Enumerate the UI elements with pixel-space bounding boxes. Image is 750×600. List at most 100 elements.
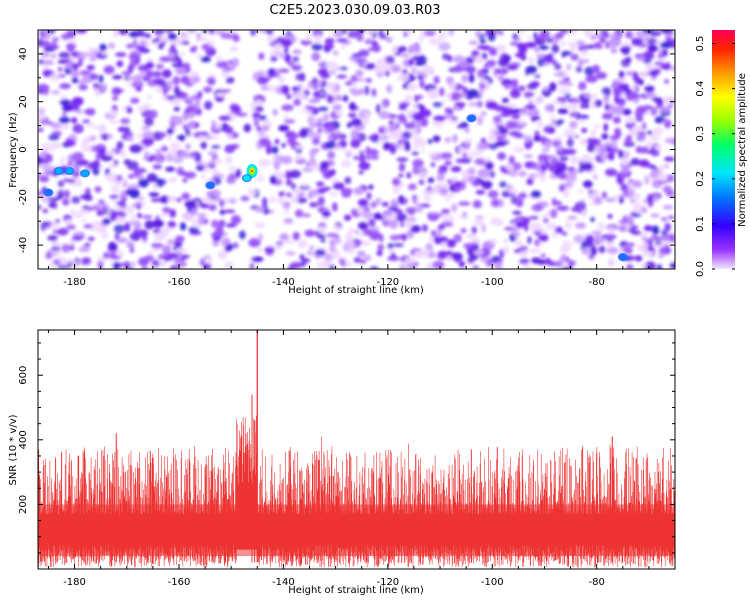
speckle-blob	[56, 190, 64, 200]
speckle-blob	[473, 250, 484, 255]
speckle-blob	[69, 243, 75, 251]
speckle-blob	[85, 108, 96, 116]
speckle-blob	[578, 114, 590, 120]
speckle-blob	[555, 32, 564, 39]
speckle-blob	[386, 36, 393, 43]
speckle-blob	[65, 61, 72, 70]
speckle-blob	[415, 120, 422, 129]
speckle-blob	[375, 197, 381, 205]
speckle-blob	[48, 134, 60, 141]
speckle-blob	[352, 82, 358, 88]
speckle-blob	[451, 252, 463, 261]
speckle-blob	[631, 31, 637, 36]
speckle-blob	[230, 144, 240, 149]
speckle-blob	[508, 188, 518, 194]
speckle-blob	[406, 264, 417, 269]
speckle-blob	[567, 98, 574, 103]
speckle-blob	[47, 235, 58, 241]
speckle-blob	[128, 174, 135, 179]
speckle-blob	[256, 175, 265, 183]
speckle-blob	[556, 205, 569, 212]
speckle-blob	[654, 61, 664, 66]
speckle-blob	[344, 214, 352, 221]
speckle-blob	[401, 233, 407, 242]
speckle-blob	[557, 143, 562, 152]
speckle-blob	[438, 31, 449, 37]
speckle-blob	[180, 31, 187, 37]
speckle-blob	[448, 84, 457, 89]
speckle-blob	[186, 30, 197, 34]
speckle-blob	[635, 255, 643, 262]
speckle-blob	[506, 168, 516, 172]
speckle-blob	[570, 44, 577, 53]
speckle-blob	[155, 63, 164, 70]
speckle-blob	[96, 209, 104, 217]
speckle-blob	[643, 58, 652, 64]
speckle-blob	[73, 152, 84, 161]
speckle-blob	[591, 230, 602, 235]
speckle-blob	[488, 128, 500, 133]
speckle-blob	[62, 111, 67, 117]
speckle-blob	[143, 151, 150, 160]
speckle-blob	[215, 93, 227, 97]
speckle-blob	[299, 72, 306, 82]
speckle-blob	[350, 89, 362, 96]
speckle-blob	[331, 90, 339, 97]
speckle-blob	[618, 83, 630, 89]
speckle-blob	[294, 209, 304, 218]
speckle-blob	[329, 239, 336, 246]
speckle-blob	[390, 219, 398, 229]
speckle-blob	[558, 86, 570, 95]
speckle-blob	[567, 215, 578, 220]
speckle-blob	[144, 255, 155, 262]
speckle-blob	[505, 120, 517, 130]
speckle-blob	[228, 166, 237, 173]
speckle-blob	[99, 43, 107, 52]
speckle-blob	[137, 196, 145, 201]
speckle-blob	[281, 104, 294, 112]
hotspot	[53, 167, 64, 176]
speckle-blob	[115, 212, 127, 218]
speckle-blob	[452, 91, 461, 101]
speckle-blob	[632, 71, 639, 81]
speckle-blob	[235, 168, 241, 178]
speckle-blob	[650, 149, 660, 157]
speckle-blob	[221, 70, 230, 79]
speckle-blob	[479, 248, 492, 257]
speckle-blob	[388, 131, 401, 140]
speckle-blob	[392, 177, 401, 186]
speckle-blob	[433, 115, 446, 122]
speckle-blob	[358, 150, 366, 154]
speckle-blob	[367, 30, 375, 36]
speckle-blob	[112, 262, 120, 269]
speckle-blob	[197, 91, 202, 98]
speckle-blob	[266, 30, 274, 36]
speckle-blob	[569, 120, 578, 129]
speckle-blob	[395, 213, 407, 222]
speckle-blob	[471, 149, 484, 157]
speckle-blob	[607, 257, 615, 267]
speckle-blob	[61, 198, 70, 206]
speckle-blob	[40, 51, 50, 58]
x-tick-label: -180	[63, 577, 86, 588]
speckle-blob	[77, 159, 89, 166]
speckle-blob	[181, 192, 191, 200]
speckle-blob	[336, 74, 348, 79]
speckle-blob	[513, 162, 522, 171]
speckle-blob	[169, 142, 181, 151]
speckle-blob	[286, 94, 292, 100]
speckle-blob	[41, 221, 53, 226]
speckle-blob	[643, 50, 654, 59]
speckle-blob	[321, 216, 329, 221]
speckle-blob	[658, 251, 665, 259]
speckle-blob	[567, 102, 579, 112]
speckle-blob	[184, 171, 197, 179]
speckle-blob	[636, 30, 643, 38]
speckle-blob	[544, 257, 552, 266]
speckle-blob	[538, 234, 549, 242]
speckle-blob	[124, 205, 135, 215]
speckle-blob	[278, 76, 286, 84]
speckle-blob	[304, 229, 315, 237]
speckle-blob	[487, 33, 496, 42]
speckle-blob	[196, 213, 207, 218]
